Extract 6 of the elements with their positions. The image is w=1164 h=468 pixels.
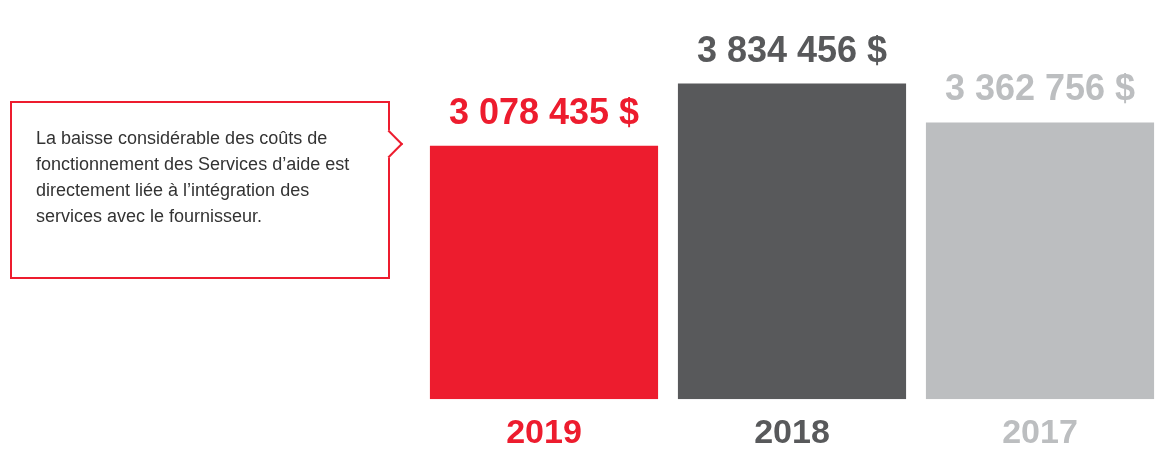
- x-tick-label: 2017: [1002, 411, 1078, 450]
- data-label: 3 078 435 $: [448, 90, 640, 132]
- x-tick-label: 2019: [506, 411, 582, 450]
- x-tick-label: 2018: [754, 411, 830, 450]
- data-label: 3 834 456 $: [696, 28, 888, 70]
- data-label: 3 362 756 $: [944, 67, 1136, 109]
